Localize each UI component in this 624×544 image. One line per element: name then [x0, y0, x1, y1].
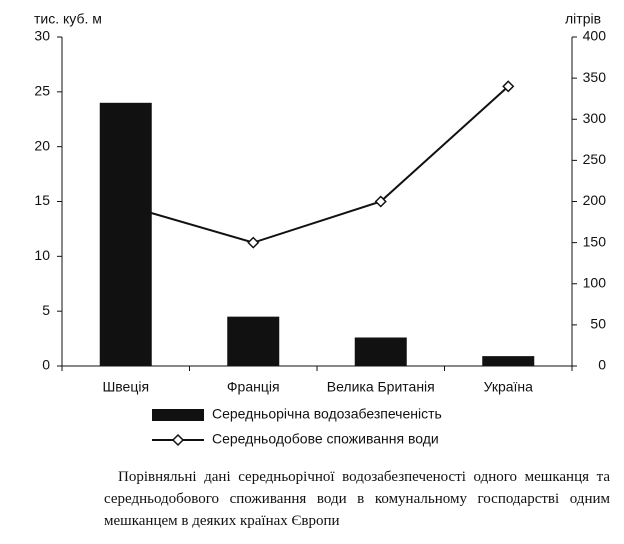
- bar: [354, 337, 407, 366]
- y2-tick-label: 250: [583, 151, 607, 167]
- y2-tick-label: 100: [583, 274, 607, 290]
- bar: [482, 356, 535, 366]
- line: [125, 85, 509, 244]
- bar: [99, 102, 152, 367]
- caption: Порівняльні дані середньорічної водозабе…: [104, 469, 610, 529]
- y-tick-label: 30: [34, 28, 50, 44]
- bar: [227, 316, 280, 366]
- x-tick-label: Швеція: [102, 379, 149, 395]
- line-marker: [374, 195, 387, 208]
- y-tick-label: 0: [42, 357, 50, 373]
- y-tick-label: 5: [42, 302, 50, 318]
- y2-tick-label: 150: [583, 233, 607, 249]
- y2-tick-label: 0: [598, 357, 606, 373]
- x-tick-label: Велика Британія: [327, 379, 435, 395]
- y2-tick-label: 400: [583, 28, 607, 44]
- y2-tick-label: 350: [583, 69, 607, 85]
- line-marker: [247, 236, 260, 249]
- y2-tick-label: 50: [590, 316, 606, 332]
- legend-label: Середньодобове споживання води: [212, 431, 439, 447]
- chart: тис. куб. м літрів 051015202530050100150…: [34, 11, 607, 447]
- y-tick-label: 20: [34, 137, 50, 153]
- y-tick-label: 10: [34, 247, 50, 263]
- x-tick-label: Україна: [484, 379, 534, 395]
- y-tick-label: 25: [34, 83, 50, 99]
- legend-label: Середньорічна водозабезпеченість: [212, 406, 442, 422]
- x-tick-label: Франція: [227, 379, 280, 395]
- y2-tick-label: 200: [583, 192, 607, 208]
- y-tick-label: 15: [34, 192, 50, 208]
- legend-marker: [171, 433, 185, 447]
- y2-tick-label: 300: [583, 110, 607, 126]
- y-axis-label: тис. куб. м: [34, 11, 102, 27]
- y2-axis-label: літрів: [565, 11, 601, 27]
- legend-swatch: [152, 409, 204, 421]
- line-marker: [502, 80, 515, 93]
